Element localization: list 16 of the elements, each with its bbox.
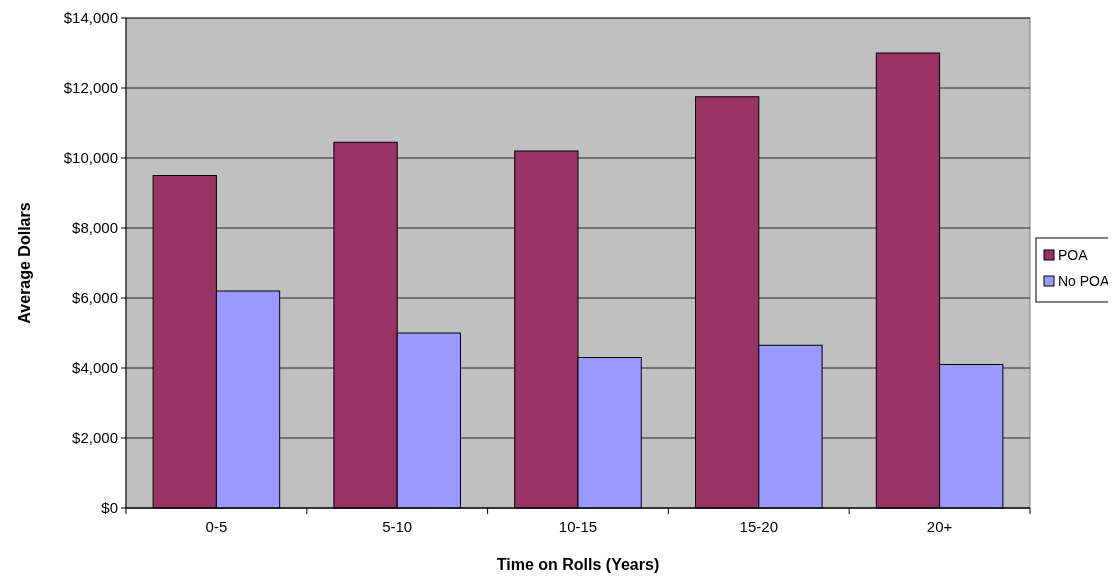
y-tick-label: $8,000: [72, 219, 118, 237]
y-tick-label: $0: [101, 499, 118, 517]
y-tick-label: $2,000: [72, 429, 118, 447]
legend-label: POA: [1058, 246, 1089, 263]
y-tick-label: $12,000: [63, 79, 118, 97]
x-tick-label: 10-15: [558, 518, 598, 535]
y-axis-title: Average Dollars: [16, 202, 33, 324]
x-tick-label: 5-10: [382, 518, 413, 535]
x-tick-label: 20+: [926, 518, 953, 535]
y-tick-label: $6,000: [72, 289, 118, 307]
y-tick-label: $4,000: [72, 359, 118, 377]
x-axis-title: Time on Rolls (Years): [496, 556, 660, 573]
y-tick-label: $10,000: [63, 149, 118, 167]
y-tick-label: $14,000: [63, 9, 118, 27]
x-tick-label: 0-5: [205, 518, 228, 535]
x-tick-label: 15-20: [739, 518, 778, 535]
